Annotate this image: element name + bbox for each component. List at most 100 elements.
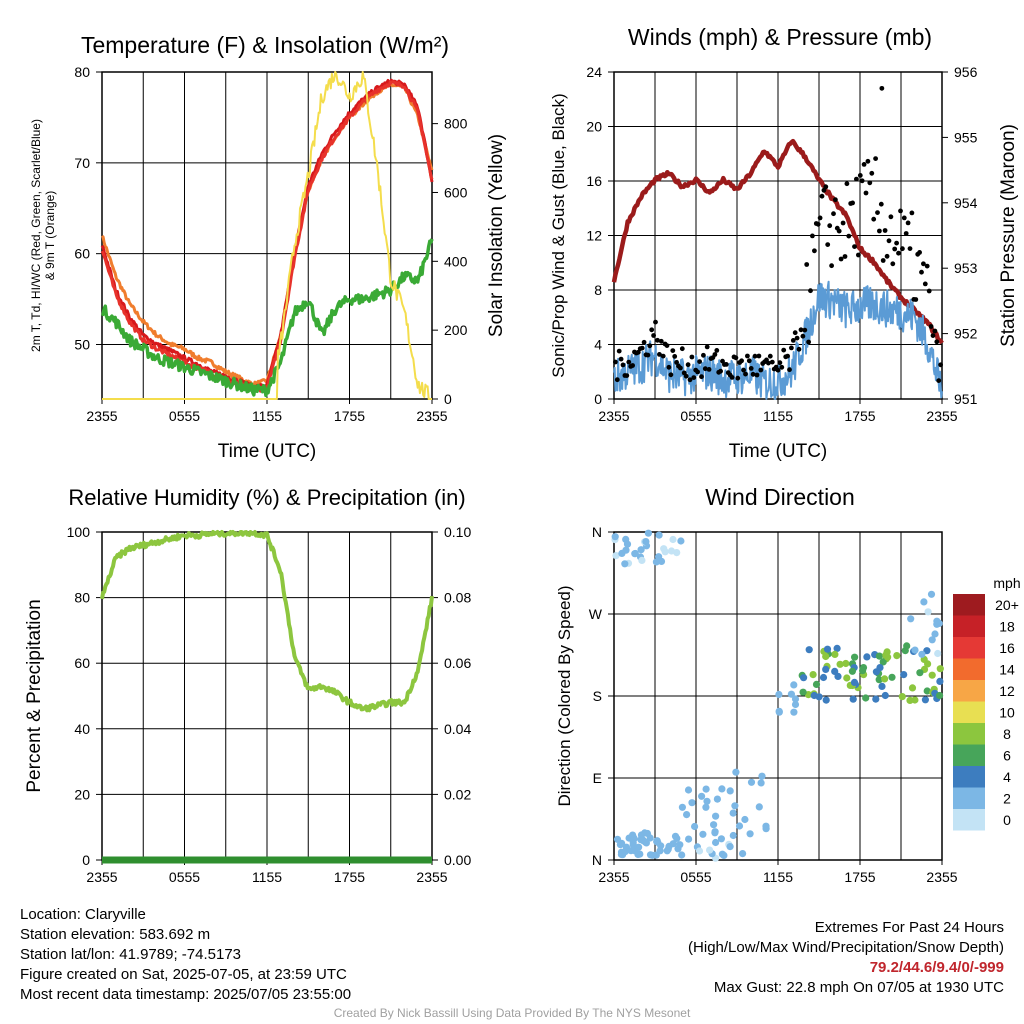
direction-point xyxy=(641,838,650,846)
wind-gust-point xyxy=(804,262,810,267)
direction-legend-label: 4 xyxy=(1003,769,1011,785)
direction-point xyxy=(678,851,686,859)
direction-ytick-label: N xyxy=(592,852,602,868)
wind-gust-point xyxy=(649,327,655,333)
wind-gust-point xyxy=(796,346,802,352)
direction-legend-swatch xyxy=(953,744,985,766)
wind-title: Winds (mph) & Pressure (mb) xyxy=(628,24,932,50)
direction-legend-swatch xyxy=(953,680,985,702)
direction-point xyxy=(790,681,798,689)
wind-gust-point xyxy=(723,362,729,367)
direction-point xyxy=(627,847,635,855)
rh-ytick-label: 0 xyxy=(82,852,90,868)
rh-y2tick-label: 0.04 xyxy=(444,721,471,737)
rh-plot-area xyxy=(101,531,433,865)
direction-legend-label: 0 xyxy=(1003,812,1011,828)
direction-point xyxy=(809,671,817,679)
recent-timestamp: Most recent data timestamp: 2025/07/05 2… xyxy=(20,986,352,1003)
wind-gust-point xyxy=(827,223,833,229)
wind-xtick-label: 1755 xyxy=(844,408,875,424)
wind-xaxis-label: Time (UTC) xyxy=(729,441,828,462)
wind-gust-point xyxy=(695,369,700,375)
wind-xtick-label: 2355 xyxy=(926,408,957,424)
direction-point xyxy=(812,680,821,689)
direction-point xyxy=(618,549,626,558)
direction-legend-label: 2 xyxy=(1003,791,1011,807)
wind-gust-point xyxy=(888,214,894,220)
direction-point xyxy=(863,653,871,661)
wind-gust-point xyxy=(896,250,901,256)
wind-gust-point xyxy=(792,330,798,336)
wind-gust-point xyxy=(859,178,865,184)
wind-gust-point xyxy=(639,345,645,351)
wind-gust-point xyxy=(657,352,662,357)
direction-point xyxy=(906,696,914,705)
direction-point xyxy=(654,838,662,846)
wind-gust-point xyxy=(854,176,859,182)
direction-point xyxy=(843,674,851,682)
wind-gust-point xyxy=(635,349,641,355)
wind-gust-point xyxy=(785,353,790,359)
wind-y2tick-label: 955 xyxy=(954,129,978,145)
direction-point xyxy=(921,696,930,704)
temp-series-dewpoint xyxy=(100,238,434,398)
direction-point xyxy=(822,652,830,661)
direction-point xyxy=(805,646,813,654)
wind-gust-point xyxy=(812,248,817,254)
direction-xtick-label: 2355 xyxy=(598,869,629,885)
temp-xtick-label: 1155 xyxy=(252,408,282,424)
direction-point xyxy=(669,535,677,544)
wind-gust-point xyxy=(846,233,852,239)
wind-gust-point xyxy=(651,333,656,338)
direction-point xyxy=(711,828,719,836)
direction-point xyxy=(848,667,857,675)
wind-gust-point xyxy=(779,364,785,370)
direction-legend-label: 6 xyxy=(1003,748,1011,764)
wind-gust-point xyxy=(702,366,708,372)
temp-y2tick-label: 600 xyxy=(444,184,468,200)
direction-point xyxy=(831,650,839,659)
direction-legend-label: 18 xyxy=(999,619,1015,635)
wind-gust-point xyxy=(766,360,771,366)
direction-point xyxy=(791,695,800,703)
direction-point xyxy=(644,529,653,537)
direction-point xyxy=(757,779,765,787)
wind-gust-point xyxy=(917,250,922,255)
wind-xtick-label: 0555 xyxy=(680,408,711,424)
direction-point xyxy=(908,684,917,692)
direction-point xyxy=(642,538,650,546)
direction-point xyxy=(833,644,841,653)
direction-point xyxy=(616,841,625,849)
wind-gust-point xyxy=(898,208,903,214)
direction-point xyxy=(712,838,720,847)
wind-gust-point xyxy=(672,354,678,359)
direction-point xyxy=(717,835,726,843)
direction-point xyxy=(849,695,857,703)
direction-point xyxy=(726,787,734,795)
direction-point xyxy=(732,768,740,776)
wind-gust-point xyxy=(930,333,936,338)
wind-gust-point xyxy=(919,269,924,275)
direction-point xyxy=(918,650,926,658)
wind-gust-point xyxy=(641,339,647,345)
direction-legend-label: 20+ xyxy=(995,597,1019,613)
wind-gust-point xyxy=(613,359,618,365)
extremes-box: Extremes For Past 24 Hours (High/Low/Max… xyxy=(688,918,1004,998)
direction-point xyxy=(747,778,756,786)
wind-gust-point xyxy=(790,338,796,343)
direction-point xyxy=(878,682,886,691)
station-info: Location: Claryville Station elevation: … xyxy=(20,905,351,1005)
wind-gust-point xyxy=(932,328,938,334)
wind-gust-point xyxy=(674,360,679,365)
direction-point xyxy=(791,700,800,709)
direction-point xyxy=(698,792,706,800)
direction-point xyxy=(667,547,676,555)
wind-gust-point xyxy=(869,170,875,176)
wind-gust-point xyxy=(922,281,928,287)
wind-gust-point xyxy=(706,367,712,372)
wind-gust-point xyxy=(863,190,869,196)
direction-legend-swatch xyxy=(953,658,985,680)
extremes-title: Extremes For Past 24 Hours xyxy=(814,919,1004,936)
temp-y2tick-label: 0 xyxy=(444,391,452,407)
wind-gust-point xyxy=(666,364,672,370)
